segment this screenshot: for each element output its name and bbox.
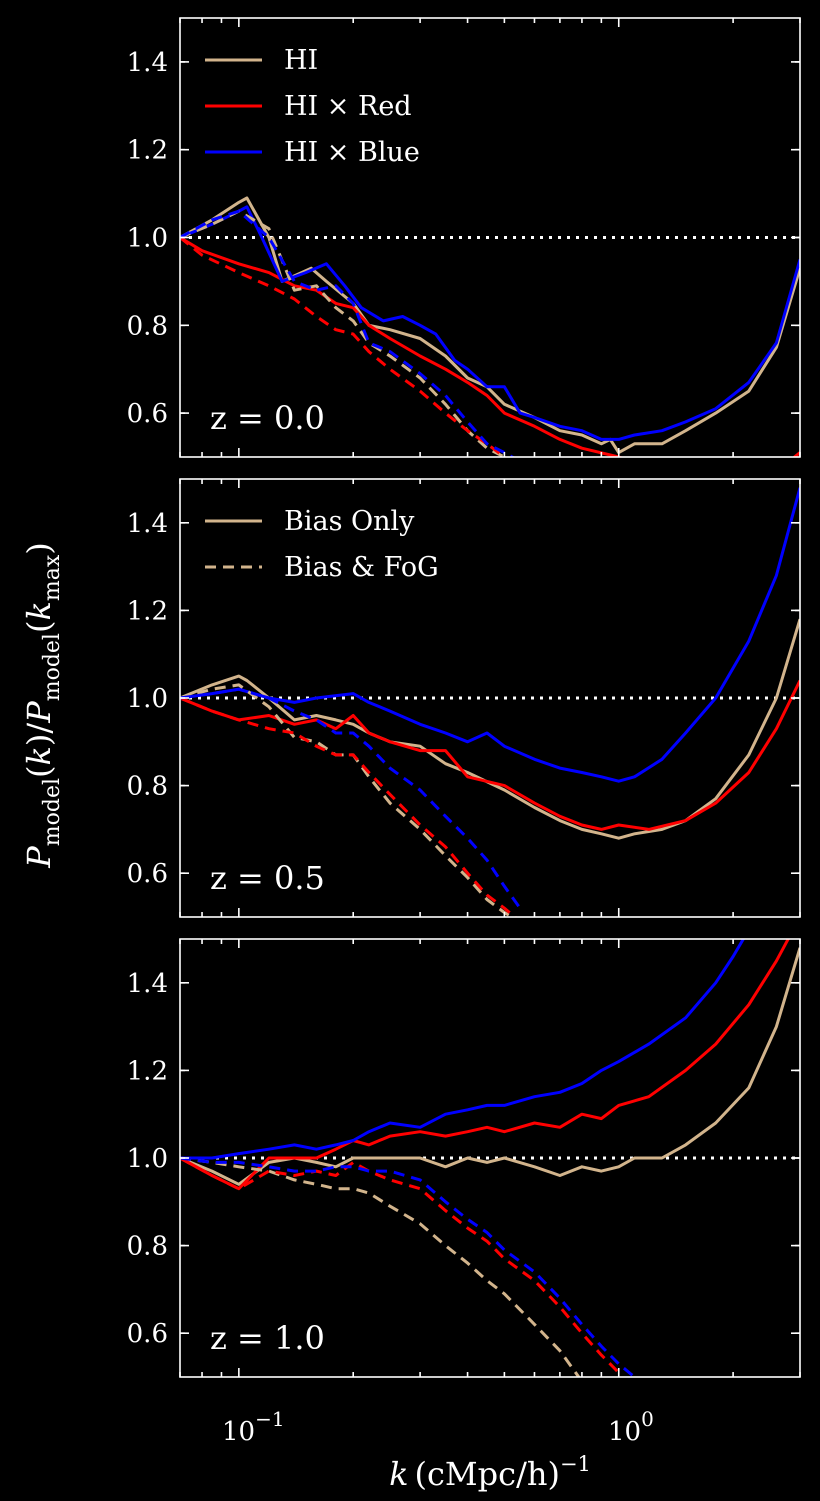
series-line-hi-x-red-bias-and-fog (180, 236, 508, 457)
series-line-hi-x-red-bias-only (180, 236, 800, 457)
series-line-hi-x-red-bias-and-fog (180, 696, 518, 917)
ytick-label: 1.2 (127, 596, 168, 626)
ytick-label: 1.2 (127, 1056, 168, 1086)
legend-label-bias-and-fog: Bias & FoG (284, 552, 439, 583)
series-line-hi-x-red-bias-only (180, 939, 790, 1191)
ytick-label: 0.8 (127, 1232, 168, 1262)
y-axis-close2: ) (20, 542, 58, 554)
ytick-label: 1.4 (127, 509, 168, 539)
ytick-label: 0.6 (127, 859, 168, 889)
series-line-hi-x-blue-bias-and-fog (180, 687, 522, 910)
series-group (180, 939, 800, 1377)
series-line-hi-x-blue-bias-only (180, 939, 746, 1160)
xtick-label-0.1: 10−1 (222, 1407, 285, 1447)
x-axis-k: k (389, 1455, 408, 1493)
panel-label: z = 1.0 (210, 1319, 325, 1357)
series-group (180, 196, 800, 457)
ytick-label: 0.8 (127, 772, 168, 802)
ytick-label: 1.4 (127, 969, 168, 999)
panel-z0: 0.6 0.8 1.0 1.2 1.4 z = 0.0 HI HI × Red HI × Blu… (127, 17, 801, 458)
y-axis-open2: ( (20, 621, 58, 633)
series-line-hi-bias-and-fog (180, 1156, 581, 1377)
panel-z05: 0.6 0.8 1.0 1.2 1.4 z = 0.5 Bias Only Bias & Fo… (127, 478, 801, 918)
y-axis-model-sub: model (40, 778, 65, 846)
y-axis-open: ( (20, 765, 58, 777)
panel-z1: 0.6 0.8 1.0 1.2 1.4 z = 1.0 (127, 938, 801, 1378)
series-line-hi-bias-and-fog (180, 683, 516, 917)
y-axis-model-sub2: model (40, 633, 65, 701)
xtick-base: 10 (222, 1417, 255, 1447)
x-axis-exponent: −1 (560, 1452, 591, 1476)
ytick-label: 0.6 (127, 1319, 168, 1349)
y-axis-close: )/ (20, 723, 58, 746)
xtick-label-1: 100 (608, 1407, 654, 1447)
ytick-label: 1.0 (127, 684, 168, 714)
series-line-hi-x-blue-bias-only (180, 487, 800, 783)
xtick-exponent: −1 (255, 1407, 284, 1431)
x-axis-title: k (cMpc/h)−1 (389, 1452, 591, 1493)
y-axis-P2: P (20, 701, 58, 724)
ytick-label: 1.4 (127, 48, 168, 78)
panel-label: z = 0.0 (210, 399, 325, 437)
series-line-hi-x-blue-bias-only (180, 205, 800, 441)
y-axis-k2: k (20, 601, 58, 620)
ytick-label: 0.8 (127, 311, 168, 341)
xtick-exponent: 0 (641, 1407, 654, 1431)
panel-label: z = 0.5 (210, 859, 325, 897)
series-line-hi-x-red-bias-and-fog (180, 1156, 620, 1374)
legend-label-hi: HI (284, 45, 318, 76)
y-axis-P: P (20, 846, 58, 869)
y-axis-title: Pmodel(k)/Pmodel(kmax) (20, 542, 65, 868)
xtick-base: 10 (608, 1417, 641, 1447)
series-line-hi-x-blue-bias-and-fog (180, 1156, 636, 1377)
y-axis-k: k (20, 746, 58, 765)
series-line-hi-x-red-bias-only (180, 679, 800, 831)
legend-label-hi-x-red: HI × Red (284, 91, 412, 122)
series-group (180, 487, 800, 917)
ytick-label: 1.0 (127, 1144, 168, 1174)
y-axis-max-sub: max (40, 554, 65, 601)
ytick-label: 0.6 (127, 399, 168, 429)
legend-label-bias-only: Bias Only (284, 506, 415, 537)
legend-label-hi-x-blue: HI × Blue (284, 137, 420, 168)
ytick-label: 1.2 (127, 136, 168, 166)
series-line-hi-bias-and-fog (180, 209, 506, 457)
x-axis-unit: (cMpc/h) (414, 1455, 559, 1493)
ytick-label: 1.0 (127, 224, 168, 254)
